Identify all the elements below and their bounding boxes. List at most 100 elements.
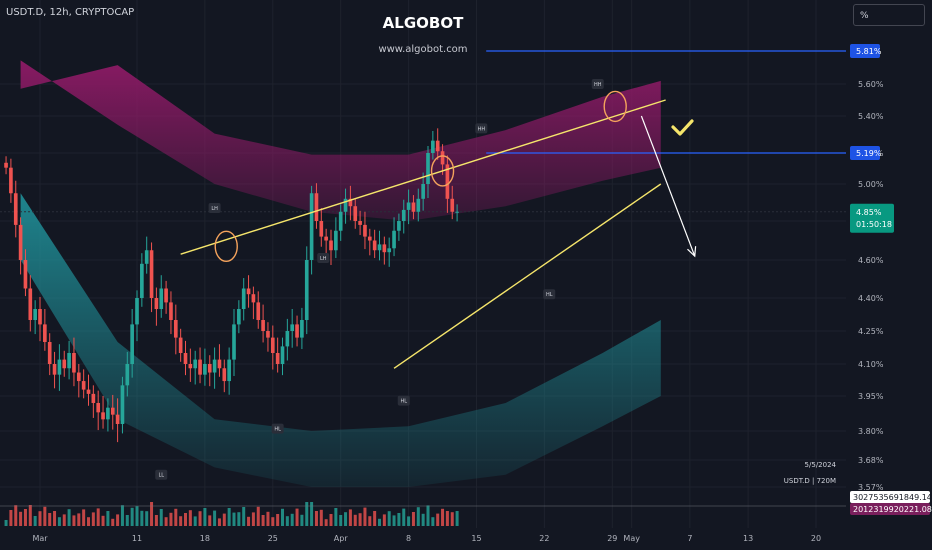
- volume-bar: [431, 517, 435, 526]
- volume-bar: [111, 518, 115, 526]
- candle-body: [435, 140, 440, 152]
- trendline: [180, 99, 666, 255]
- candle-body: [33, 309, 37, 320]
- projection-arrow: [640, 115, 697, 258]
- candle-body: [13, 193, 18, 225]
- last-price-badge: [850, 203, 894, 233]
- target-top-badge: [850, 44, 880, 58]
- volume-bar: [441, 508, 445, 526]
- candle-body: [450, 198, 455, 212]
- volume-bar: [169, 512, 173, 526]
- candle-body: [227, 359, 231, 382]
- target-mid-badge: [850, 146, 880, 160]
- candle-body: [232, 324, 236, 360]
- source-stamp: USDT.D | 720M: [783, 477, 836, 485]
- price-tick-label: 3.57%: [858, 483, 884, 492]
- volume-bar: [125, 515, 129, 526]
- last-price-value: 4.85%: [856, 208, 882, 217]
- candle-body: [203, 364, 207, 375]
- volume-bar: [67, 509, 71, 526]
- volume-bar: [276, 514, 280, 526]
- price-tick-label: 3.68%: [858, 456, 884, 465]
- time-tick-label: 13: [743, 534, 753, 543]
- bands: [20, 60, 661, 487]
- pivot-labels: LH LH HH HH HL HL HL LL: [155, 79, 604, 480]
- volume-bar: [281, 508, 284, 526]
- volume-bar: [324, 519, 328, 526]
- candle-body: [295, 324, 299, 338]
- volume-bar: [62, 514, 66, 526]
- pivot-label-bg: [591, 79, 604, 89]
- candle-body: [256, 302, 261, 320]
- volume-bar: [305, 502, 309, 526]
- candle-body: [241, 288, 246, 309]
- pivot-circle: [214, 230, 238, 263]
- pivot-label-bg: [208, 203, 221, 214]
- pivot-label: HH: [594, 82, 602, 88]
- volume-bar: [382, 514, 386, 526]
- pivot-label: LH: [320, 256, 327, 262]
- pivot-label-bg: [155, 469, 168, 480]
- candle-body: [411, 202, 416, 212]
- candle-body: [329, 240, 333, 251]
- volume-bar: [251, 512, 255, 526]
- candle-body: [217, 359, 222, 369]
- date-stamp: 5/5/2024: [804, 461, 836, 469]
- candle-body: [193, 359, 198, 369]
- candle-body: [130, 324, 134, 364]
- volume-bar: [140, 510, 144, 526]
- candle-body: [169, 302, 173, 320]
- candle-body: [120, 385, 125, 424]
- arrow-shaft: [640, 115, 696, 257]
- candle-body: [4, 162, 8, 168]
- percent-scale-toggle[interactable]: %: [853, 4, 925, 26]
- volume-bar: [116, 514, 120, 526]
- upper-band: [20, 60, 661, 222]
- candle-body: [207, 364, 212, 373]
- price-badges: 5.81% 5.19% 4.85% 01:50:18 3027535691849.14%…: [850, 44, 932, 515]
- candle-body: [261, 320, 265, 331]
- volume-bar: [237, 512, 241, 526]
- volume-bar: [426, 505, 430, 526]
- candle-body: [135, 298, 139, 325]
- volume-bar: [179, 516, 183, 526]
- volume-bar: [164, 517, 168, 526]
- candle-body: [266, 331, 270, 338]
- pivot-label: HL: [274, 427, 281, 433]
- symbol-info[interactable]: USDT.D, 12h, CRYPTOCAP: [6, 7, 135, 18]
- volume-bar: [28, 505, 32, 526]
- pivot-label-bg: [543, 289, 556, 300]
- brand-url: www.algobot.com: [378, 44, 468, 55]
- candle-body: [270, 337, 275, 353]
- candle-body: [285, 331, 290, 347]
- price-tick-label: 5.40%: [858, 112, 884, 121]
- volume-bar: [232, 512, 236, 526]
- candle-body: [28, 288, 33, 320]
- volume-bar: [300, 514, 304, 526]
- price-axis[interactable]: 5.60%5.40%5.19%5.00%4.80%4.60%4.40%4.25%…: [846, 0, 932, 550]
- volume-bar: [261, 515, 265, 526]
- pivot-label-bg: [271, 423, 284, 434]
- volume-bar: [145, 511, 149, 526]
- volume-bar: [353, 514, 357, 526]
- volume-bar: [411, 512, 415, 526]
- volume-bar: [407, 516, 411, 526]
- volume-bar: [271, 517, 275, 526]
- price-tick-label: 3.95%: [858, 392, 884, 401]
- time-axis[interactable]: Mar 11 18 25 Apr 8 15 22 29 May 7 13 20: [0, 528, 846, 550]
- volume-bar: [48, 513, 52, 526]
- candle-body: [144, 250, 149, 264]
- volume-bar: [368, 516, 372, 526]
- price-tick-label: 4.10%: [858, 360, 884, 369]
- price-tick-label: 3.80%: [858, 427, 884, 436]
- candle-body: [377, 244, 382, 251]
- pivot-label: HL: [400, 399, 407, 405]
- volume-bar: [208, 515, 212, 526]
- volume-bar: [150, 502, 154, 526]
- candle-body: [140, 263, 144, 298]
- volume-bar: [378, 518, 381, 526]
- candle-body: [440, 151, 445, 165]
- candle-body: [363, 224, 367, 237]
- time-tick-label: 11: [132, 534, 142, 543]
